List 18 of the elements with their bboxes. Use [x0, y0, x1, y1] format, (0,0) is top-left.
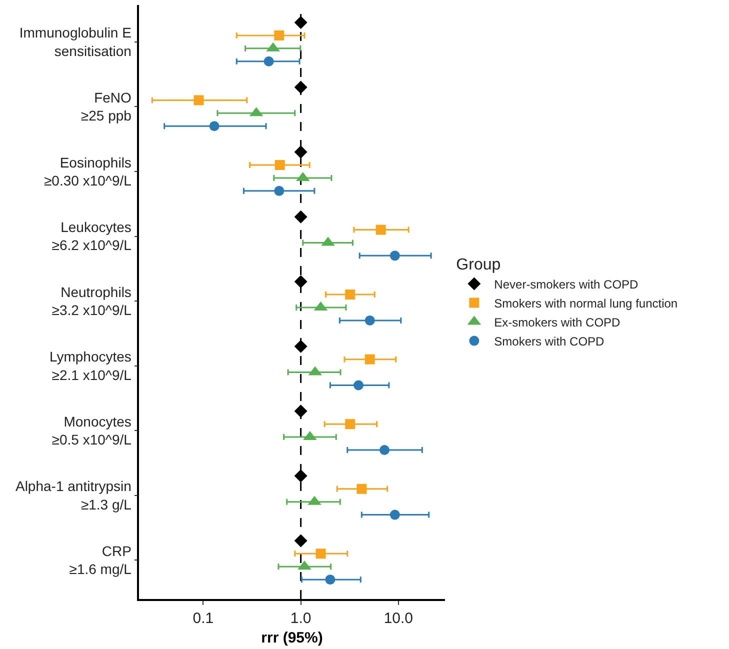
legend-label: Ex-smokers with COPD — [494, 315, 621, 330]
y-tick-label: Immunoglobulin E sensitisation — [19, 24, 132, 59]
legend-title: Group — [456, 256, 501, 274]
x-tick-label: 0.1 — [192, 610, 214, 627]
legend-label: Never-smokers with COPD — [494, 277, 639, 292]
y-tick-label: Monocytes ≥0.5 x10^9/L — [52, 413, 132, 448]
x-axis-title: rrr (95%) — [261, 629, 323, 646]
x-tick-label: 10.0 — [384, 610, 414, 627]
y-tick-label: CRP ≥1.6 mg/L — [69, 542, 132, 578]
y-tick-label: Alpha-1 antitrypsin ≥1.3 g/L — [15, 478, 132, 512]
y-tick-label: Eosinophils ≥0.30 x10^9/L — [44, 154, 132, 188]
y-tick-label: FeNO ≥25 ppb — [80, 90, 132, 124]
y-tick-label: Neutrophils ≥3.2 x10^9/L — [52, 284, 132, 318]
x-tick-label: 1.0 — [290, 610, 312, 627]
legend-label: Smokers with normal lung function — [494, 296, 678, 310]
y-tick-label: Leukocytes ≥6.2 x10^9/L — [52, 219, 132, 254]
legend-label: Smokers with COPD — [494, 334, 605, 348]
y-tick-label: Lymphocytes ≥2.1 x10^9/L — [49, 348, 132, 383]
